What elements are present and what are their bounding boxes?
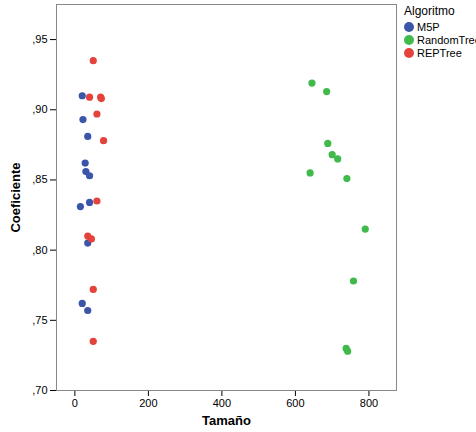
svg-text:Tamaño: Tamaño	[202, 413, 251, 428]
svg-text:,75: ,75	[32, 314, 47, 326]
svg-text:0: 0	[72, 397, 78, 409]
svg-text:Coeficiente: Coeficiente	[8, 162, 23, 232]
svg-text:,70: ,70	[32, 384, 47, 396]
html-text:Algoritmo: Algoritmo	[404, 4, 455, 18]
svg-text:800: 800	[360, 397, 378, 409]
html-text:M5P: M5P	[417, 21, 440, 33]
svg-text:200: 200	[139, 397, 157, 409]
svg-text:400: 400	[213, 397, 231, 409]
html-text:REPTree: REPTree	[417, 47, 462, 59]
svg-text:,95: ,95	[32, 33, 47, 45]
svg-text:,80: ,80	[32, 244, 47, 256]
svg-text:,85: ,85	[32, 173, 47, 185]
svg-text:600: 600	[286, 397, 304, 409]
svg-text:,90: ,90	[32, 103, 47, 115]
